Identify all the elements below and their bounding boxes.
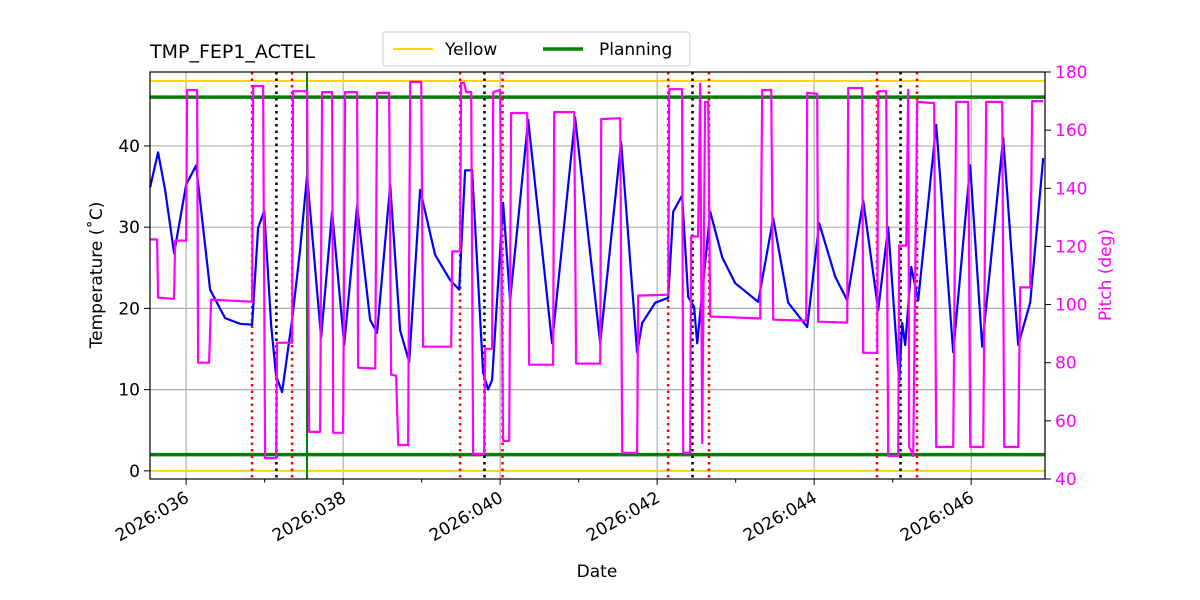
y-tick-label: 0	[129, 462, 140, 482]
y2-tick-label: 180	[1055, 63, 1087, 83]
y2-tick-label: 80	[1055, 354, 1077, 374]
legend-label-planning: Planning	[599, 40, 672, 60]
y2-tick-label: 40	[1055, 470, 1077, 490]
y-axis-label: Temperature (˚C)	[86, 202, 107, 350]
y-tick-label: 40	[118, 137, 140, 157]
y-tick-label: 10	[118, 381, 140, 401]
y2-tick-label: 120	[1055, 237, 1087, 257]
series-group	[149, 80, 1045, 460]
plot-frame	[149, 71, 1046, 480]
x-axis-label: Date	[577, 562, 618, 582]
temperature-line	[149, 116, 1045, 394]
y-tick-label: 20	[118, 299, 140, 319]
legend-label-yellow: Yellow	[444, 40, 497, 60]
legend-box	[382, 31, 691, 67]
legend: Yellow Planning	[382, 31, 691, 67]
chart-title: TMP_FEP1_ACTEL	[149, 41, 315, 63]
y-tick-label: 30	[118, 218, 140, 238]
pitch-line	[150, 80, 1044, 460]
limit-lines	[150, 79, 1045, 472]
y2-tick-label: 100	[1055, 296, 1087, 316]
y2-tick-label: 140	[1055, 179, 1087, 199]
y2-tick-label: 160	[1055, 121, 1087, 141]
y2-axis-label: Pitch (deg)	[1096, 229, 1116, 321]
y2-tick-label: 60	[1055, 412, 1077, 432]
